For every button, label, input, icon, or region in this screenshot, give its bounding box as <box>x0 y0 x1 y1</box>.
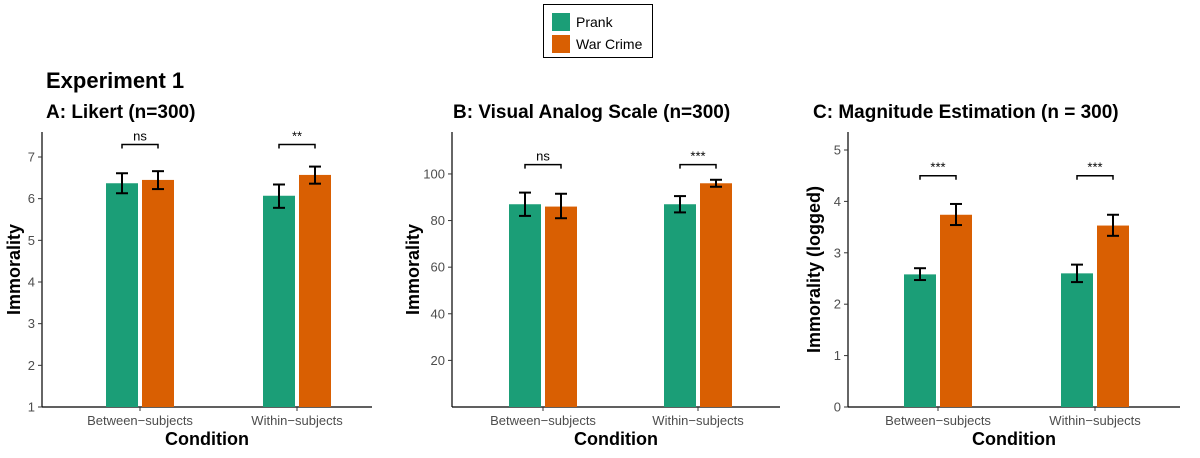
significance-label: ns <box>133 129 147 144</box>
y-tick-label: 1 <box>28 400 35 415</box>
legend-label-prank: Prank <box>576 14 613 30</box>
significance-label: ** <box>292 129 302 144</box>
significance-label: ns <box>536 149 550 164</box>
significance-label: *** <box>1087 160 1102 175</box>
significance-bracket <box>679 163 717 169</box>
y-axis-label: Immorality (logged) <box>804 186 824 353</box>
y-axis-label: Immorality <box>403 224 423 315</box>
significance-bracket <box>524 163 562 169</box>
panel-title: B: Visual Analog Scale (n=300) <box>453 102 730 123</box>
legend-swatch-prank <box>552 13 570 31</box>
y-tick-label: 60 <box>431 260 445 275</box>
significance-label: *** <box>930 160 945 175</box>
x-tick-label: Within−subjects <box>251 413 343 428</box>
bar-war-crime <box>545 206 577 407</box>
significance-bracket <box>278 143 316 149</box>
y-axis-label: Immorality <box>4 224 24 315</box>
panel-a-likert: A: Likert (n=300) 1 2 3 4 5 6 7 Immorality Condit… <box>4 102 372 449</box>
y-tick-label: 6 <box>28 191 35 206</box>
x-tick-label: Between−subjects <box>490 413 596 428</box>
panel-title: C: Magnitude Estimation (n = 300) <box>813 102 1119 123</box>
y-tick-label: 20 <box>431 353 445 368</box>
bar-prank <box>664 204 696 407</box>
y-tick-label: 40 <box>431 306 445 321</box>
significance-label: *** <box>690 149 705 164</box>
y-tick-label: 4 <box>834 194 841 209</box>
panel-title: A: Likert (n=300) <box>46 102 195 123</box>
x-axis-label: Condition <box>574 429 658 449</box>
y-tick-label: 3 <box>28 316 35 331</box>
y-tick-label: 2 <box>28 358 35 373</box>
legend: Prank War Crime <box>543 4 653 58</box>
y-tick-label: 5 <box>834 142 841 157</box>
legend-swatch-war-crime <box>552 35 570 53</box>
significance-bracket <box>1076 174 1114 180</box>
panel-c-magnitude: C: Magnitude Estimation (n = 300) 0 1 2 3 4 5 I… <box>804 102 1180 449</box>
x-tick-label: Within−subjects <box>1049 413 1141 428</box>
y-tick-label: 2 <box>834 297 841 312</box>
y-tick-label: 100 <box>423 166 445 181</box>
bar-war-crime <box>1097 225 1129 407</box>
bar-war-crime <box>940 214 972 407</box>
bar-prank <box>106 183 138 407</box>
y-tick-label: 4 <box>28 275 35 290</box>
bar-war-crime <box>700 183 732 407</box>
y-tick-label: 3 <box>834 245 841 260</box>
y-tick-label: 1 <box>834 348 841 363</box>
experiment-title: Experiment 1 <box>46 68 185 93</box>
y-tick-label: 7 <box>28 150 35 165</box>
bar-prank <box>263 195 295 407</box>
bar-prank <box>1061 273 1093 407</box>
legend-item-war-crime: War Crime <box>552 35 642 53</box>
legend-label-war-crime: War Crime <box>576 36 643 52</box>
x-tick-label: Within−subjects <box>652 413 744 428</box>
bar-prank <box>509 204 541 407</box>
x-axis-label: Condition <box>165 429 249 449</box>
panel-b-vas: B: Visual Analog Scale (n=300) 20 40 60 80 10… <box>403 102 780 449</box>
y-tick-label: 0 <box>834 400 841 415</box>
y-tick-label: 80 <box>431 213 445 228</box>
bar-war-crime <box>299 174 331 407</box>
significance-bracket <box>919 174 957 180</box>
x-axis-label: Condition <box>972 429 1056 449</box>
y-tick-label: 5 <box>28 233 35 248</box>
x-tick-label: Between−subjects <box>885 413 991 428</box>
significance-bracket <box>121 143 159 149</box>
legend-item-prank: Prank <box>552 13 613 31</box>
bar-war-crime <box>142 179 174 407</box>
x-tick-label: Between−subjects <box>87 413 193 428</box>
bar-prank <box>904 274 936 407</box>
